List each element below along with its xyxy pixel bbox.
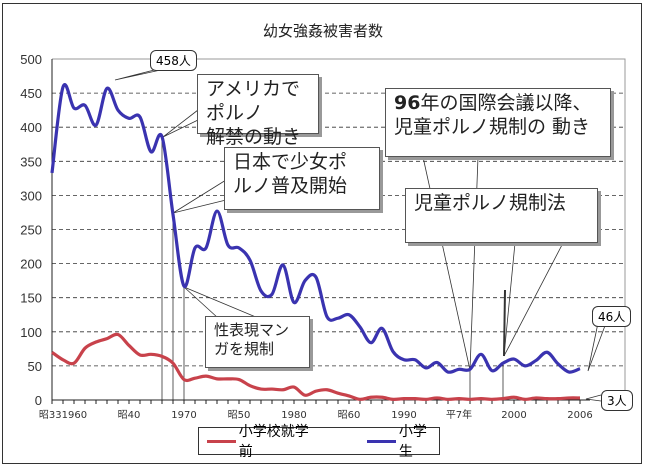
y-tick-label: 450 xyxy=(20,86,42,101)
callout-peak: 458人 xyxy=(150,50,197,71)
callout-us-line2: 解禁の動き xyxy=(206,125,302,148)
y-tick-label: 400 xyxy=(20,120,42,135)
x-tick-label: 1970 xyxy=(171,410,196,421)
callout-intl-line1: 年の国際会議以降、 xyxy=(420,92,592,114)
leader-us xyxy=(162,109,199,138)
leader-end-elem xyxy=(587,322,607,372)
y-tick-label: 350 xyxy=(20,154,42,169)
x-tick-label: 2006 xyxy=(567,410,592,421)
callout-intl-bold: 96 xyxy=(394,92,421,114)
legend-item-preschool: 小学校就学前 xyxy=(207,421,319,461)
x-tick-label: 平7年 xyxy=(446,408,472,421)
x-tick-label: 1980 xyxy=(281,410,306,421)
y-tick-label: 300 xyxy=(20,188,42,203)
callout-end-pre: 3人 xyxy=(601,390,633,411)
callout-law: 児童ポルノ規制法 xyxy=(405,188,598,243)
y-tick-label: 500 xyxy=(20,52,42,67)
leader-law xyxy=(503,242,564,357)
x-tick-label: 2000 xyxy=(501,410,526,421)
callout-manga-line1: 性表現マン xyxy=(214,321,290,339)
y-tick-label: 0 xyxy=(35,393,42,408)
legend-swatch-elementary xyxy=(367,439,396,443)
callout-us-line1: アメリカでポルノ xyxy=(206,78,301,124)
x-tick-label: 昭60 xyxy=(338,409,361,421)
chart-title: 幼女強姦被害者数 xyxy=(262,22,383,40)
y-tick-label: 250 xyxy=(20,223,42,238)
leader-law-thick xyxy=(503,289,506,357)
callout-jp-line1: 日本で少女ポ xyxy=(233,151,348,173)
callout-law-text: 児童ポルノ規制法 xyxy=(414,192,567,214)
chart-frame xyxy=(2,3,642,464)
legend: 小学校就学前 小学生 xyxy=(198,424,440,460)
y-tick-label: 200 xyxy=(20,257,42,272)
callout-manga-line2: ガを規制 xyxy=(214,339,275,358)
leader-jp xyxy=(172,179,227,214)
callout-intl: 96年の国際会議以降、 児童ポルノ規制の 動き xyxy=(385,88,611,157)
legend-item-elementary: 小学生 xyxy=(367,421,439,461)
callout-jp: 日本で少女ポ ルノ普及開始 xyxy=(224,147,380,210)
legend-label-preschool: 小学校就学前 xyxy=(238,424,309,460)
legend-swatch-preschool xyxy=(207,439,236,443)
callout-intl-line2: 児童ポルノ規制の 動き xyxy=(394,115,591,138)
plot-border xyxy=(52,58,626,400)
leader-end-pre xyxy=(585,394,602,402)
legend-label-elementary: 小学生 xyxy=(398,424,427,460)
y-tick-label: 150 xyxy=(20,291,42,306)
x-tick-label: 昭331960 xyxy=(39,409,87,421)
callout-us: アメリカでポルノ 解禁の動き xyxy=(197,74,319,148)
callout-end-elem: 46人 xyxy=(592,306,632,327)
y-tick-label: 50 xyxy=(28,359,42,374)
x-tick-label: 昭50 xyxy=(228,409,251,421)
callout-manga: 性表現マン ガを規制 xyxy=(205,316,310,368)
x-tick-label: 1990 xyxy=(391,410,416,421)
x-tick-label: 昭40 xyxy=(118,409,141,421)
callout-jp-line2: ルノ普及開始 xyxy=(233,174,348,197)
y-tick-label: 100 xyxy=(20,325,42,340)
leader-manga xyxy=(183,286,259,319)
